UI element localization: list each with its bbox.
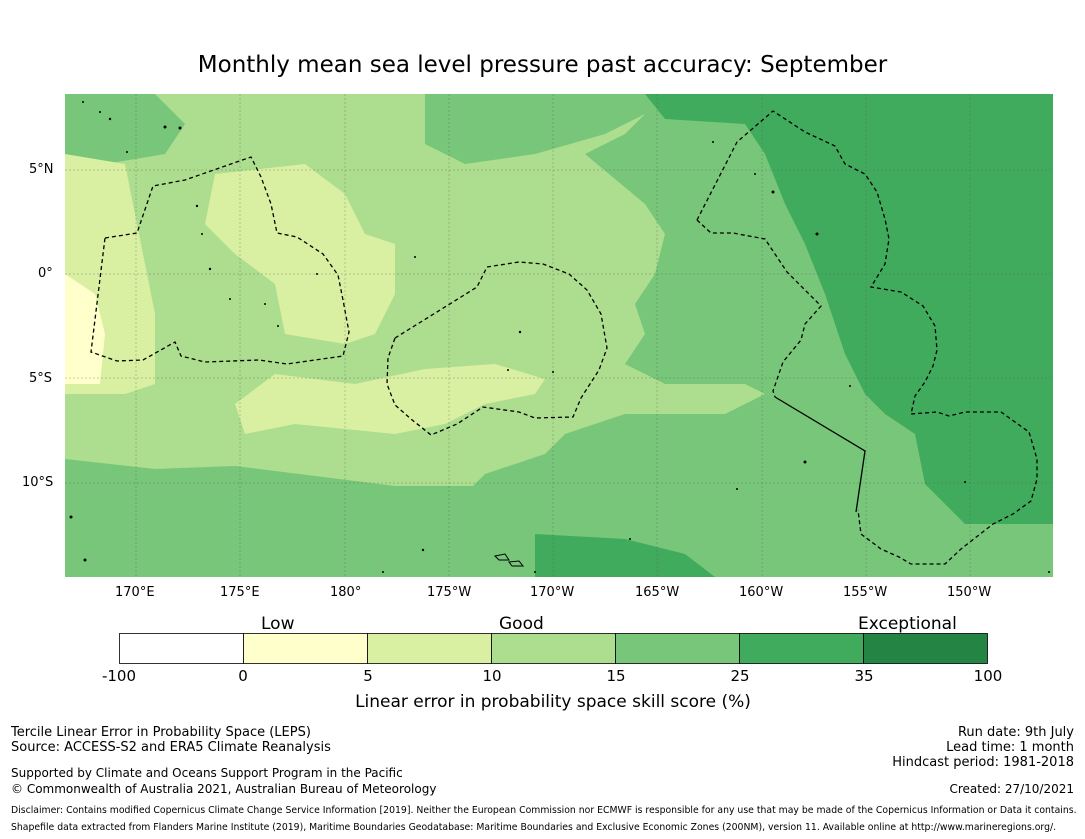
- region-lowmid-central: [235, 364, 545, 434]
- colorbar-segment-3: [491, 633, 616, 664]
- samoa-islands: [493, 553, 525, 567]
- colorbar-segment-6: [863, 633, 988, 664]
- region-goodhigh-south: [65, 459, 495, 514]
- eez-line-islands: [696, 110, 1038, 565]
- colorbar-tick: 35: [854, 667, 874, 685]
- region-high-east: [645, 94, 1053, 524]
- map-title: Monthly mean sea level pressure past acc…: [197, 52, 888, 78]
- colorbar-label: Linear error in probability space skill …: [355, 692, 751, 712]
- graticule: [65, 94, 1053, 577]
- colorbar-category-good: Good: [499, 614, 544, 634]
- footer-lead-time: Lead time: 1 month: [946, 740, 1074, 755]
- lon-label-170w: 170°W: [530, 585, 575, 600]
- eez-kiribati-gilbert: [90, 156, 350, 365]
- region-low-west: [65, 274, 105, 384]
- colorbar-tick: -100: [101, 667, 137, 685]
- skill-map: [65, 94, 1053, 577]
- colorbar-segment-0: [119, 633, 244, 664]
- colorbar-category-low: Low: [261, 614, 295, 634]
- region-lowmid-kiribati: [205, 164, 395, 344]
- lon-label-175w: 175°W: [427, 585, 472, 600]
- colorbar-segment-4: [615, 633, 740, 664]
- footer-method: Tercile Linear Error in Probability Spac…: [11, 725, 311, 740]
- footer-run-date: Run date: 9th July: [957, 725, 1074, 740]
- colorbar-category-exceptional: Exceptional: [858, 614, 957, 634]
- eez-solid-segment: [774, 396, 866, 513]
- lat-label-5n: 5°N: [29, 162, 54, 177]
- lat-label-0: 0°: [38, 266, 53, 281]
- colorbar-tick: 15: [606, 667, 626, 685]
- map-svg: [65, 94, 1053, 577]
- lon-label-150w: 150°W: [947, 585, 992, 600]
- region-high-south: [535, 534, 715, 577]
- eez-boundaries: [90, 110, 1038, 565]
- lon-label-180: 180°: [330, 585, 362, 600]
- colorbar-tick: 10: [482, 667, 502, 685]
- footer-copyright: © Commonwealth of Australia 2021, Austra…: [11, 782, 437, 796]
- colorbar: [119, 633, 988, 664]
- colorbar-tick: 25: [730, 667, 750, 685]
- region-goodhigh-north: [425, 94, 645, 164]
- eez-phoenix: [386, 261, 608, 436]
- lon-label-175e: 175°E: [220, 585, 260, 600]
- colorbar-tick: 0: [238, 667, 248, 685]
- footer-hindcast: Hindcast period: 1981-2018: [892, 755, 1074, 770]
- colorbar-tick: 100: [973, 667, 1003, 685]
- colorbar-segment-2: [367, 633, 492, 664]
- colorbar-segment-1: [243, 633, 368, 664]
- lon-label-165w: 165°W: [635, 585, 680, 600]
- lon-label-155w: 155°W: [843, 585, 888, 600]
- footer-disclaimer: Disclaimer: Contains modified Copernicus…: [11, 805, 1077, 816]
- lat-label-10s: 10°S: [22, 475, 54, 490]
- lon-label-170e: 170°E: [115, 585, 155, 600]
- region-goodhigh-nw: [65, 94, 185, 164]
- footer-support: Supported by Climate and Oceans Support …: [11, 766, 403, 780]
- colorbar-segment-5: [739, 633, 864, 664]
- eez-line-west: [696, 219, 822, 398]
- footer-created: Created: 27/10/2021: [949, 782, 1074, 796]
- footer-shapefile-credit: Shapefile data extracted from Flanders M…: [11, 822, 1057, 833]
- lon-label-160w: 160°W: [739, 585, 784, 600]
- colorbar-tick: 5: [363, 667, 373, 685]
- islands: [69, 101, 1050, 573]
- footer-source: Source: ACCESS-S2 and ERA5 Climate Reana…: [11, 740, 331, 755]
- lat-label-5s: 5°S: [29, 371, 53, 386]
